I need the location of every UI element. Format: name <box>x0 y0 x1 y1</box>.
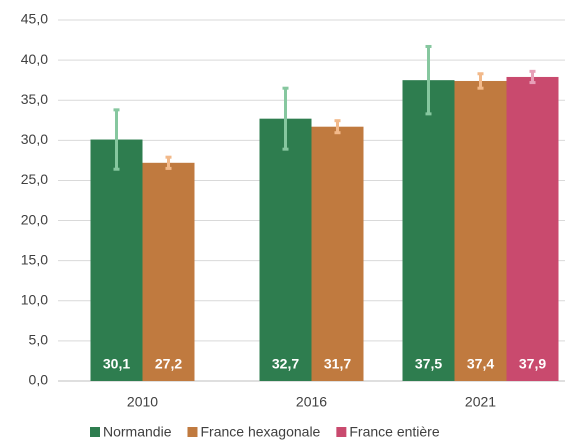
legend-label: France entière <box>349 424 439 440</box>
legend-swatch <box>90 427 100 437</box>
y-tick-label: 15,0 <box>21 251 48 267</box>
value-label: 37,4 <box>467 356 494 372</box>
bar <box>454 80 507 382</box>
legend-label: Normandie <box>103 424 172 440</box>
y-tick-label: 10,0 <box>21 291 48 307</box>
value-label: 31,7 <box>324 356 351 372</box>
y-tick-label: 0,0 <box>29 372 49 388</box>
x-tick-label: 2016 <box>296 394 327 410</box>
bar <box>311 126 364 381</box>
bar <box>402 80 455 382</box>
y-tick-label: 5,0 <box>29 332 49 348</box>
legend-swatch <box>336 427 347 437</box>
y-tick-label: 45,0 <box>21 11 48 27</box>
y-tick-label: 25,0 <box>21 171 48 187</box>
y-tick-label: 35,0 <box>21 91 48 107</box>
x-tick-label: 2010 <box>127 394 158 410</box>
value-label: 32,7 <box>272 356 299 372</box>
value-label: 30,1 <box>103 356 130 372</box>
y-tick-label: 40,0 <box>21 51 48 67</box>
value-label: 37,9 <box>519 356 546 372</box>
bar <box>506 76 559 382</box>
bar <box>259 118 312 381</box>
legend-swatch <box>187 427 198 437</box>
bar <box>90 139 143 381</box>
bar <box>142 162 195 381</box>
y-tick-label: 30,0 <box>21 131 48 147</box>
x-tick-label: 2021 <box>465 394 496 410</box>
value-label: 27,2 <box>155 356 182 372</box>
y-tick-label: 20,0 <box>21 211 48 227</box>
legend-label: France hexagonale <box>200 424 320 440</box>
value-label: 37,5 <box>415 356 442 372</box>
